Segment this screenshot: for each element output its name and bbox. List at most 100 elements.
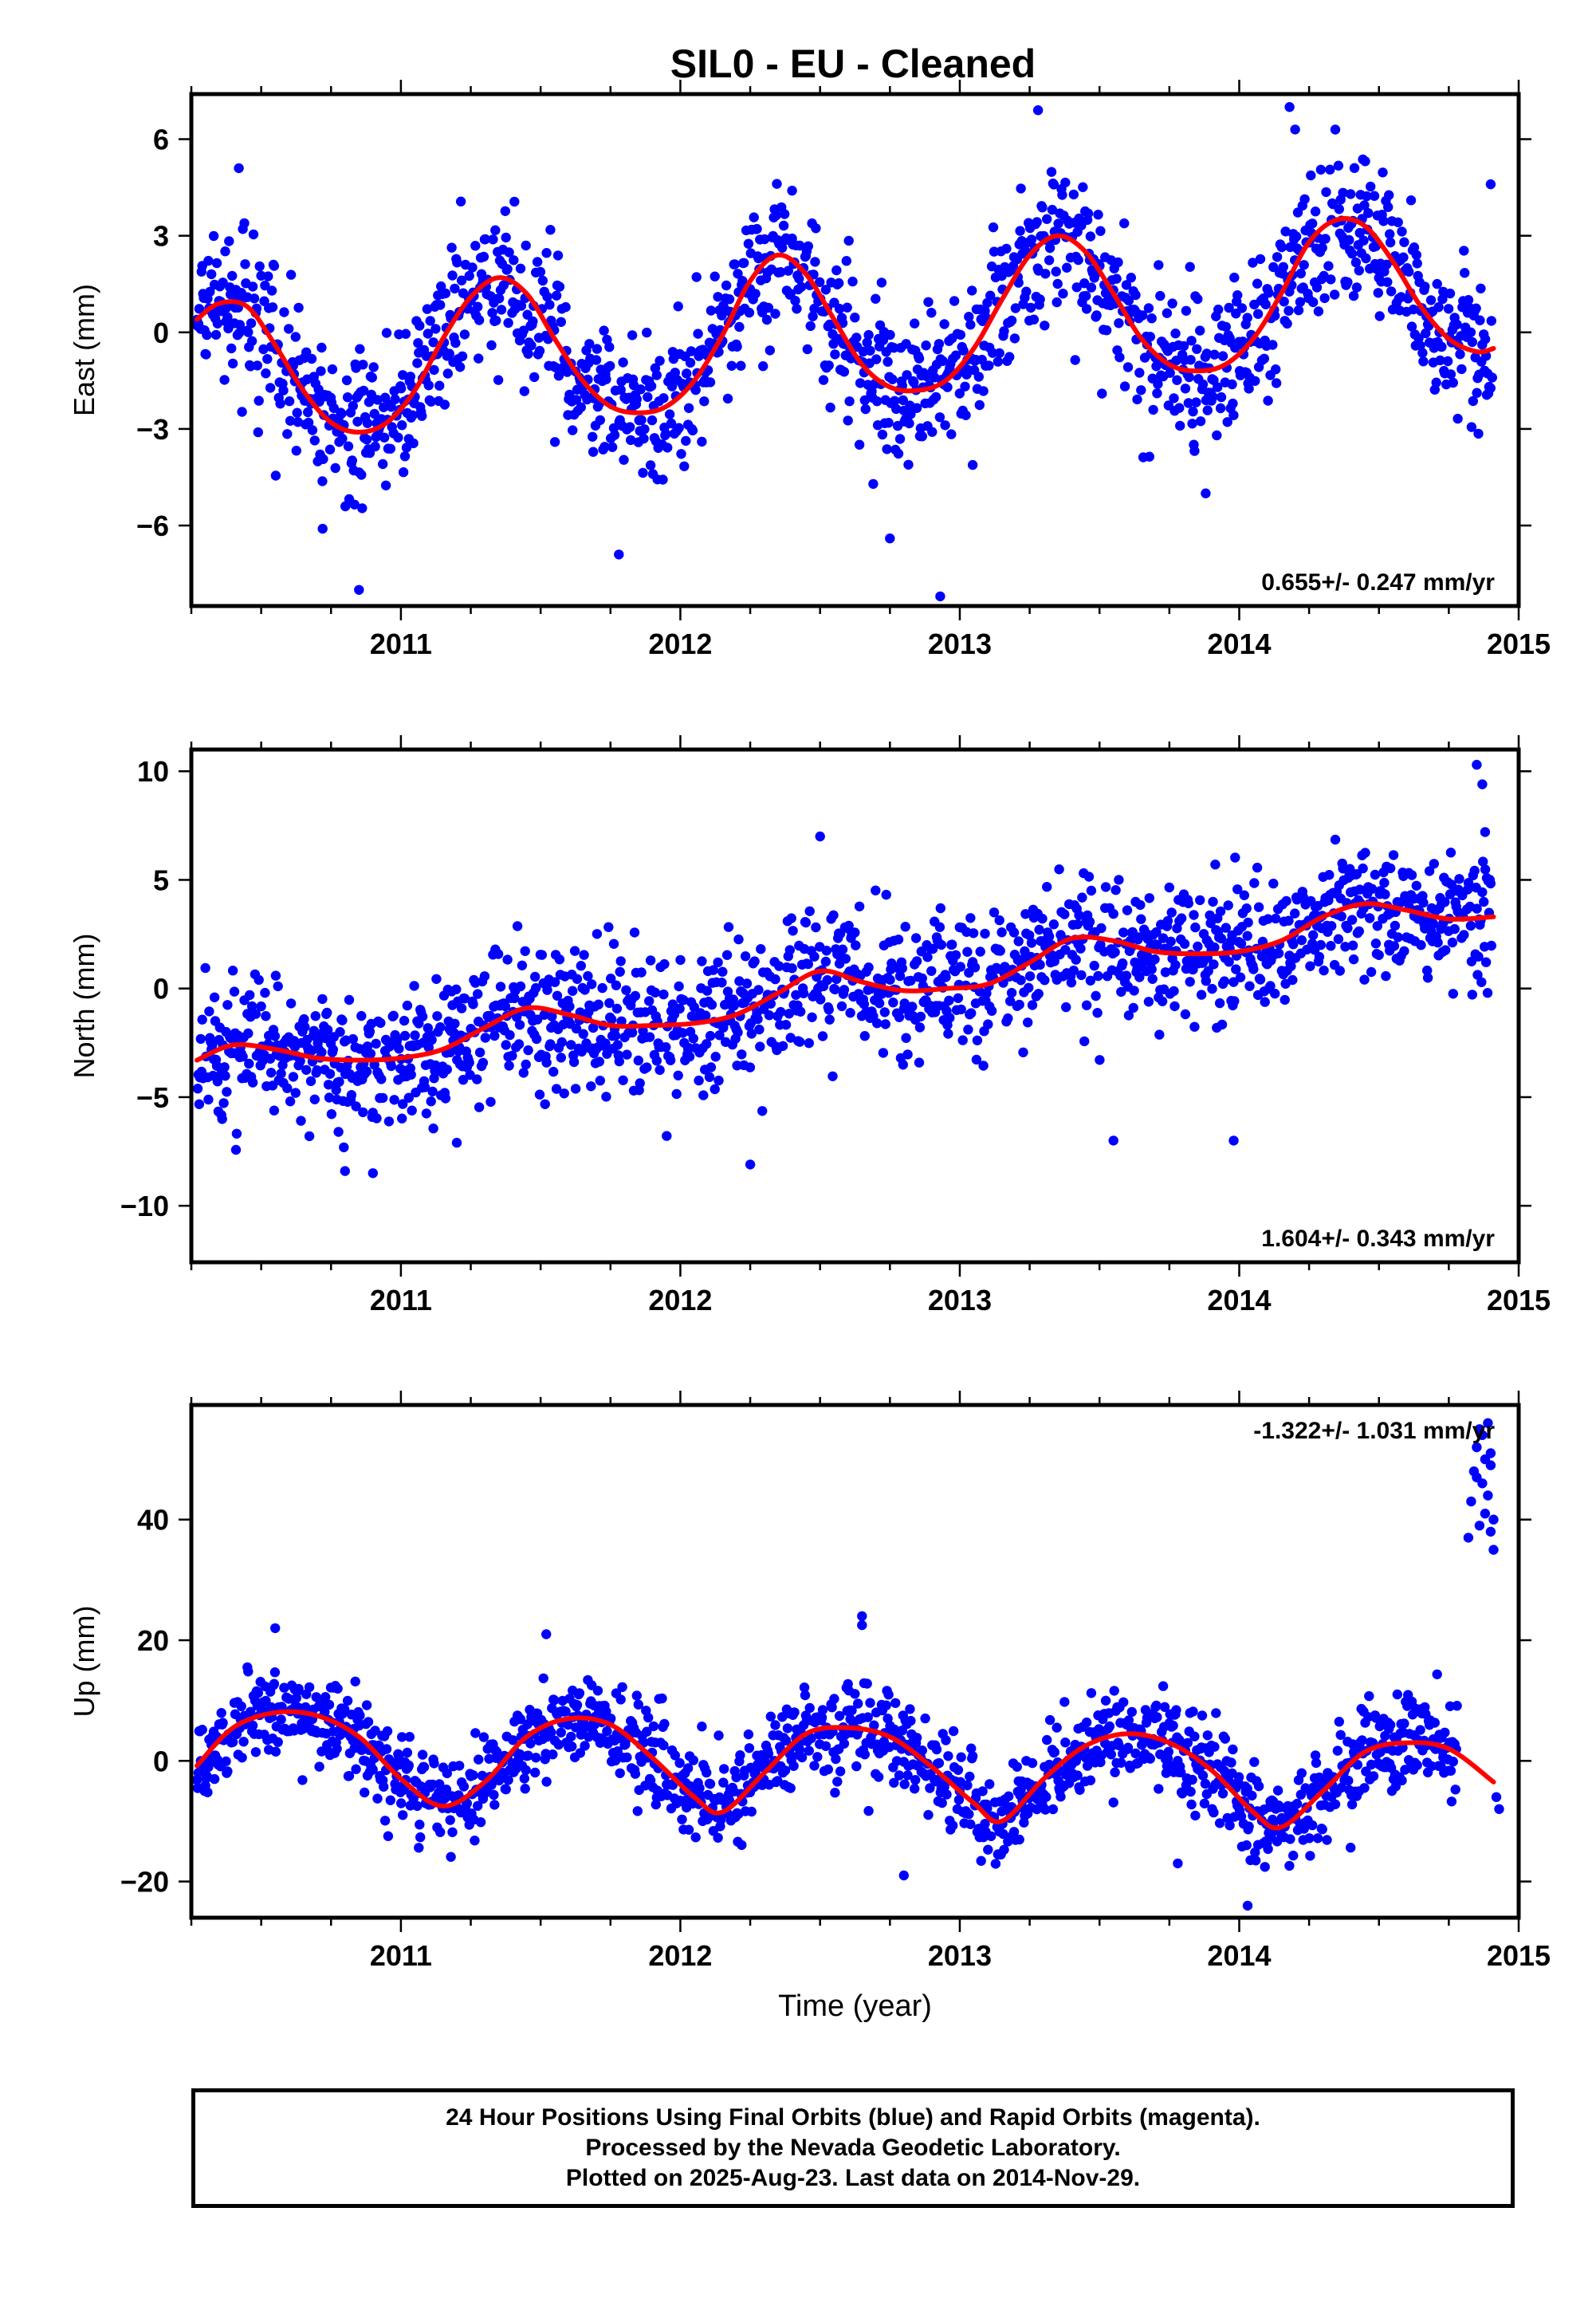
- east-point: [890, 396, 900, 406]
- up-point: [1494, 1804, 1504, 1814]
- north-point: [570, 1084, 581, 1094]
- up-point: [943, 1751, 953, 1761]
- east-point: [1229, 272, 1240, 283]
- east-point: [417, 411, 427, 421]
- east-point: [1042, 214, 1052, 224]
- east-point: [1081, 290, 1091, 301]
- north-point: [607, 1014, 617, 1025]
- east-point: [1227, 379, 1237, 390]
- north-point: [618, 1075, 628, 1086]
- east-point: [1349, 163, 1360, 173]
- east-point: [1101, 325, 1112, 336]
- north-point: [386, 1061, 396, 1072]
- east-point: [851, 333, 862, 343]
- north-point: [1060, 945, 1071, 955]
- east-point: [1121, 280, 1132, 290]
- north-point: [678, 995, 689, 1005]
- north-point: [774, 961, 784, 971]
- north-point: [1406, 870, 1417, 880]
- north-point: [788, 926, 798, 936]
- north-point: [1265, 981, 1276, 991]
- up-point: [847, 1705, 857, 1716]
- east-point: [398, 467, 409, 478]
- up-point: [980, 1819, 990, 1829]
- north-point: [229, 986, 240, 997]
- north-point: [765, 998, 776, 1009]
- north-point: [1209, 942, 1220, 953]
- north-point: [586, 1081, 596, 1092]
- up-point: [269, 1678, 280, 1689]
- up-point: [221, 1756, 231, 1767]
- east-point: [1103, 293, 1114, 303]
- east-point: [194, 304, 205, 314]
- east-point: [1021, 286, 1032, 297]
- north-point: [282, 1083, 293, 1093]
- up-point: [820, 1741, 831, 1751]
- east-point: [493, 293, 505, 304]
- up-point: [404, 1732, 415, 1742]
- east-point: [635, 384, 646, 395]
- up-point: [553, 1739, 564, 1750]
- north-point: [1044, 931, 1055, 942]
- north-point: [583, 970, 593, 982]
- east-point: [488, 234, 498, 245]
- north-point: [1144, 893, 1155, 903]
- north-point: [339, 1142, 349, 1153]
- east-point: [439, 399, 450, 410]
- up-point: [941, 1789, 952, 1800]
- north-point: [417, 1011, 428, 1022]
- up-point: [744, 1743, 755, 1753]
- east-point: [1295, 268, 1307, 279]
- east-point: [1315, 164, 1327, 175]
- north-y-tick-label: 0: [153, 973, 169, 1005]
- east-point: [270, 470, 281, 481]
- up-point: [799, 1682, 810, 1693]
- north-point: [1006, 987, 1017, 998]
- east-point: [1132, 394, 1142, 405]
- north-point: [966, 1008, 977, 1018]
- up-point: [601, 1706, 611, 1717]
- up-point: [1272, 1785, 1283, 1796]
- north-point: [655, 1065, 665, 1076]
- up-point: [1285, 1834, 1295, 1844]
- up-point: [1041, 1792, 1052, 1802]
- up-point: [523, 1750, 533, 1761]
- north-point: [612, 1040, 623, 1050]
- up-point: [966, 1743, 977, 1753]
- up-point: [967, 1751, 978, 1761]
- north-point: [556, 1037, 567, 1048]
- up-point: [905, 1704, 915, 1714]
- north-point: [1077, 892, 1087, 903]
- north-point: [615, 966, 625, 978]
- east-point: [1191, 397, 1201, 407]
- up-point: [314, 1761, 324, 1772]
- east-point: [293, 417, 303, 427]
- up-point: [633, 1699, 643, 1710]
- north-point: [1075, 943, 1086, 954]
- north-point: [881, 889, 891, 900]
- east-point: [1040, 269, 1051, 279]
- east-point: [627, 330, 638, 340]
- north-point: [407, 1105, 417, 1116]
- north-point: [978, 1061, 989, 1071]
- east-point: [810, 257, 820, 267]
- east-point: [523, 348, 533, 359]
- up-x-tick-label: 2015: [1487, 1939, 1551, 1972]
- up-point: [1200, 1778, 1211, 1789]
- north-point: [621, 985, 631, 996]
- north-point: [1286, 961, 1296, 972]
- east-point: [658, 393, 669, 403]
- east-x-tick-label: 2013: [928, 628, 992, 660]
- up-point: [398, 1810, 408, 1820]
- up-point: [279, 1682, 289, 1693]
- east-x-tick-label: 2012: [648, 628, 712, 660]
- east-point: [842, 302, 852, 313]
- east-point: [914, 353, 925, 364]
- north-point: [245, 990, 255, 1001]
- north-point: [1084, 916, 1095, 927]
- east-point: [1373, 288, 1384, 298]
- east-point: [950, 350, 961, 360]
- up-point: [269, 1667, 281, 1678]
- north-point: [1478, 856, 1488, 867]
